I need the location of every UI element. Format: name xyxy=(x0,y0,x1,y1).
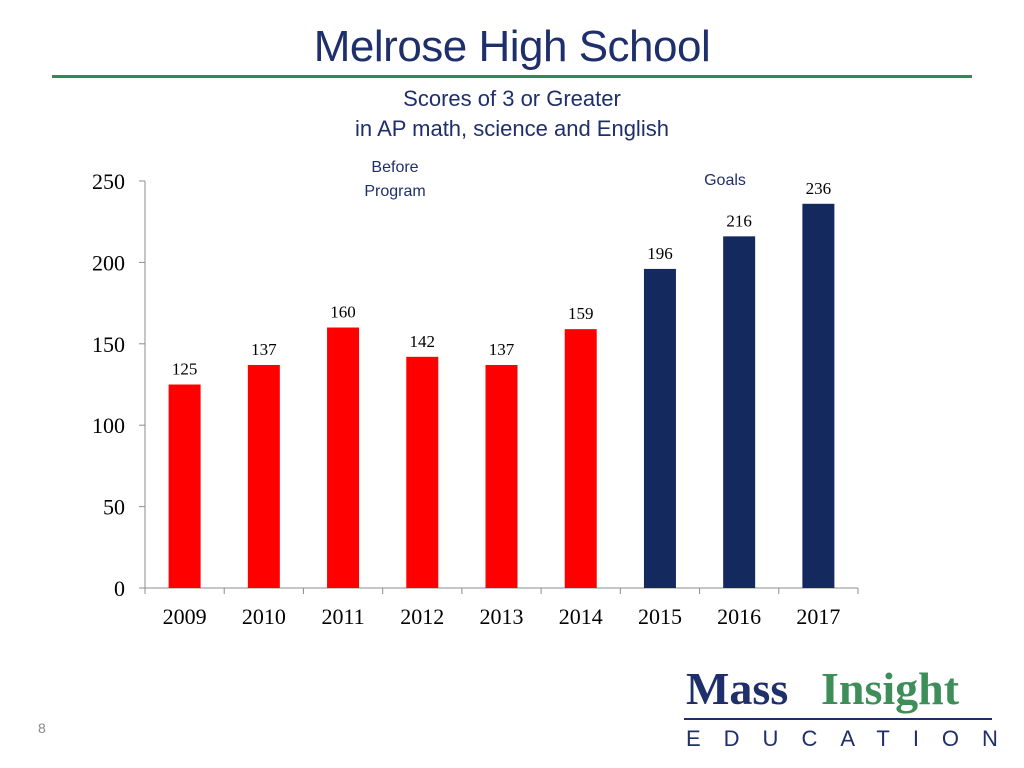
page-number: 8 xyxy=(38,720,46,736)
annotation-before-program: Before Program xyxy=(340,156,450,204)
x-tick-label-2009: 2009 xyxy=(163,604,207,629)
y-tick-label: 50 xyxy=(103,495,125,520)
x-tick-label-2017: 2017 xyxy=(796,604,840,629)
logo-word-mass: Mass xyxy=(686,663,789,714)
data-label-2015: 196 xyxy=(647,244,673,263)
logo-word-insight: Insight xyxy=(821,663,960,714)
y-tick-label: 200 xyxy=(92,250,125,275)
y-tick-label: 100 xyxy=(92,413,125,438)
bar-2010 xyxy=(247,364,280,588)
y-tick-label: 0 xyxy=(114,576,125,601)
x-tick-label-2010: 2010 xyxy=(242,604,286,629)
x-tick-label-2012: 2012 xyxy=(400,604,444,629)
data-label-2012: 142 xyxy=(410,332,436,351)
bar-2016 xyxy=(723,236,756,589)
bar-2009 xyxy=(168,384,201,588)
x-tick-label-2014: 2014 xyxy=(559,604,603,629)
slide-subtitle: Scores of 3 or Greater xyxy=(403,86,621,111)
bar-2011 xyxy=(327,327,360,588)
slide-subtitle-secondary: in AP math, science and English xyxy=(355,116,669,141)
bar-2017 xyxy=(802,203,835,589)
annotation-before-line1: Before xyxy=(371,159,419,176)
y-tick-label: 150 xyxy=(92,332,125,357)
logo-divider xyxy=(684,718,992,720)
data-label-2017: 236 xyxy=(806,179,832,198)
data-label-2016: 216 xyxy=(726,211,752,230)
annotation-before-line2: Program xyxy=(364,183,426,200)
bar-2014 xyxy=(564,329,597,588)
data-label-2013: 137 xyxy=(489,340,515,359)
title-divider xyxy=(52,75,972,78)
mass-insight-logo: Mass Insight EDUCATION xyxy=(680,663,998,754)
x-tick-label-2016: 2016 xyxy=(717,604,761,629)
x-tick-label-2015: 2015 xyxy=(638,604,682,629)
data-label-2014: 159 xyxy=(568,304,594,323)
y-tick-label: 250 xyxy=(92,169,125,194)
data-label-2009: 125 xyxy=(172,360,198,379)
logo-word-education: EDUCATION xyxy=(686,726,1021,751)
slide-title: Melrose High School xyxy=(313,22,711,71)
bar-2013 xyxy=(485,364,518,588)
data-label-2011: 160 xyxy=(330,303,356,322)
annotation-goals: Goals xyxy=(704,172,746,189)
x-tick-label-2013: 2013 xyxy=(480,604,524,629)
bar-2015 xyxy=(643,268,676,588)
data-label-2010: 137 xyxy=(251,340,277,359)
x-tick-label-2011: 2011 xyxy=(321,604,364,629)
bar-2012 xyxy=(406,356,439,588)
